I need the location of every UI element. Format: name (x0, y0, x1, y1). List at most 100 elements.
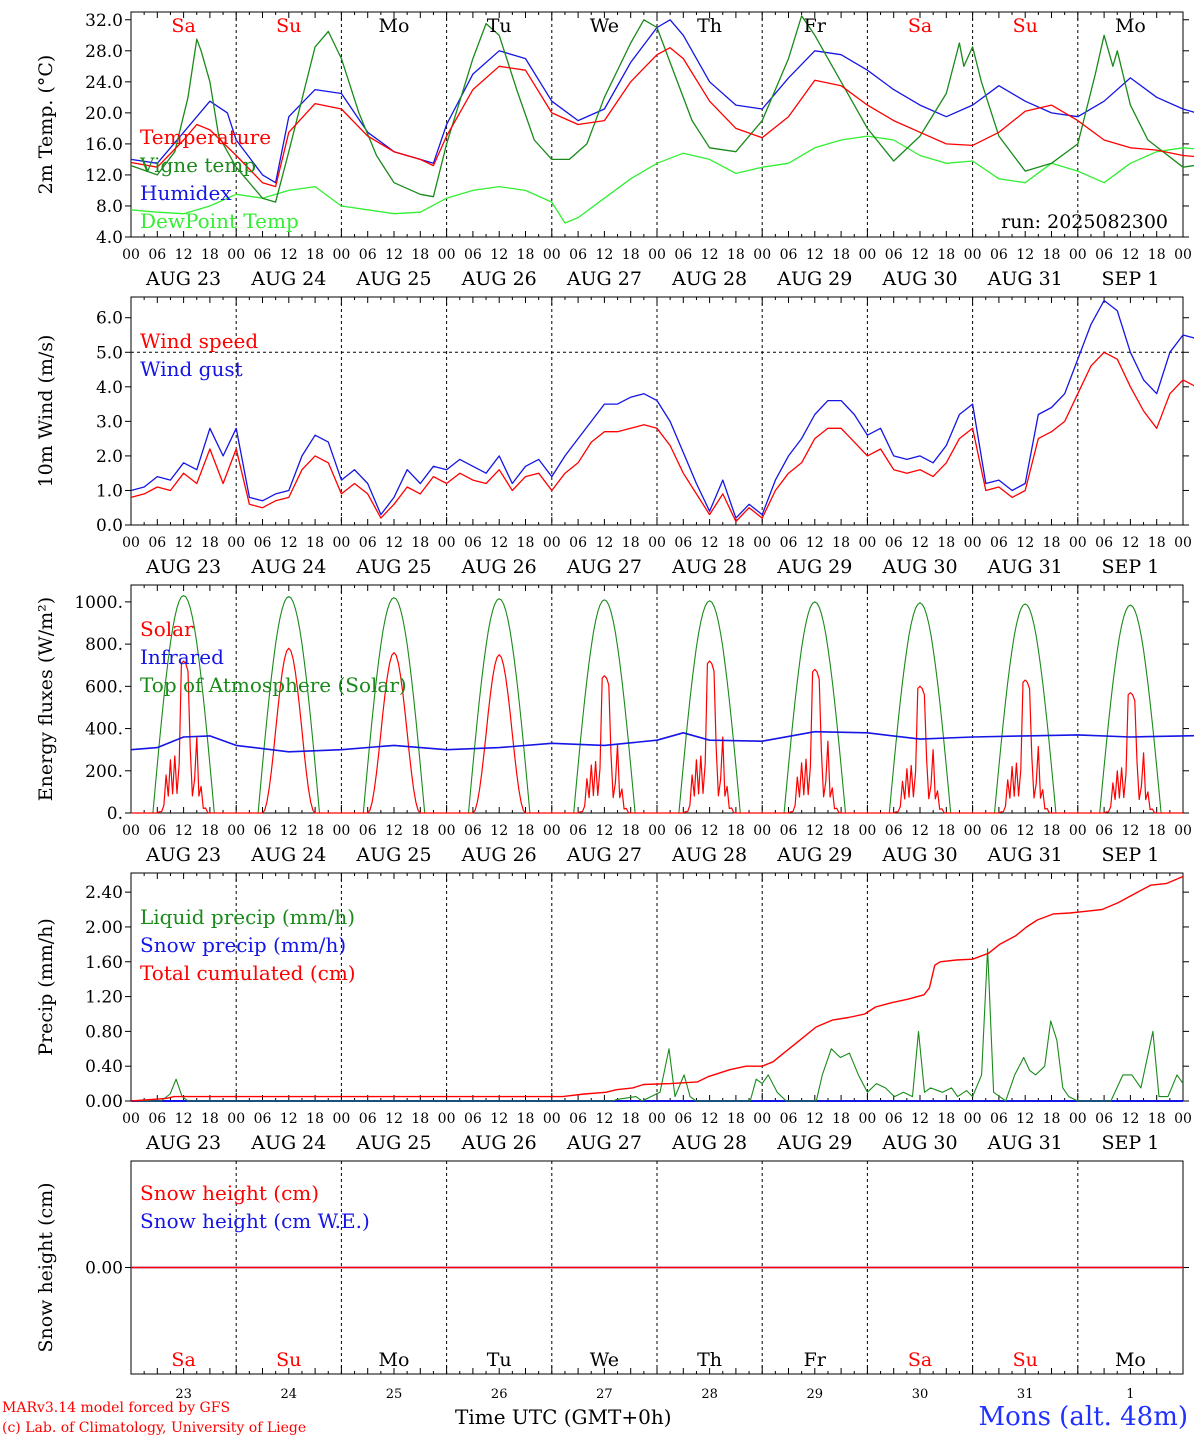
hour-tick-label: 00 (438, 535, 456, 551)
y-tick-label: 5.0 (96, 343, 123, 363)
hour-tick-label: 06 (464, 1111, 482, 1127)
hour-tick-label: 06 (990, 1111, 1008, 1127)
hour-tick-label: 18 (622, 1111, 640, 1127)
hour-tick-label: 06 (569, 247, 587, 263)
hour-tick-label: 18 (727, 535, 745, 551)
toa-solar-curve (236, 596, 342, 814)
hour-tick-label: 18 (832, 535, 850, 551)
date-label: AUG 28 (671, 556, 747, 578)
y-tick-label: 1000. (74, 593, 123, 613)
day-number-label: 23 (175, 1387, 192, 1402)
y-axis-label: 10m Wind (m/s) (35, 335, 57, 488)
hour-tick-label: 12 (385, 823, 403, 839)
liquid-precip-line (131, 948, 1184, 1102)
date-label: SEP 1 (1101, 556, 1159, 578)
hour-tick-label: 00 (858, 823, 876, 839)
y-tick-label: 1.60 (85, 953, 123, 973)
hour-tick-label: 12 (280, 823, 298, 839)
date-label: AUG 23 (145, 844, 221, 866)
hour-tick-label: 00 (122, 535, 140, 551)
day-number-label: 1 (1126, 1387, 1134, 1402)
hour-tick-label: 00 (964, 1111, 982, 1127)
day-number-label: 27 (596, 1387, 613, 1402)
hour-tick-label: 12 (1016, 1111, 1034, 1127)
hour-tick-label: 00 (438, 247, 456, 263)
weekday-label: Fr (804, 1349, 827, 1371)
toa-solar-curve (341, 597, 447, 814)
hour-tick-label: 06 (148, 247, 166, 263)
date-label: AUG 25 (355, 556, 431, 578)
legend-humidex: Humidex (140, 181, 232, 205)
date-label: AUG 29 (776, 1132, 852, 1154)
weekday-label: Tu (487, 1349, 512, 1371)
y-axis-label: Energy fluxes (W/m²) (35, 597, 57, 801)
hour-tick-label: 06 (359, 823, 377, 839)
date-label: AUG 29 (776, 556, 852, 578)
hour-tick-label: 00 (753, 247, 771, 263)
day-number-label: 25 (386, 1387, 403, 1402)
series-line (130, 15, 1194, 203)
hour-tick-label: 00 (648, 535, 666, 551)
hour-tick-label: 18 (727, 247, 745, 263)
y-tick-label: 12.0 (85, 166, 123, 186)
surface-solar-curve (867, 685, 973, 814)
hour-tick-label: 18 (1148, 247, 1166, 263)
hour-tick-label: 18 (306, 1111, 324, 1127)
hour-tick-label: 18 (1043, 1111, 1061, 1127)
toa-solar-curve (1077, 604, 1183, 814)
hour-tick-label: 00 (964, 823, 982, 839)
surface-solar-curve (1077, 692, 1183, 814)
date-label: AUG 25 (355, 1132, 431, 1154)
y-tick-label: 32.0 (85, 11, 123, 31)
date-label: AUG 26 (461, 1132, 537, 1154)
date-label: AUG 26 (461, 556, 537, 578)
hour-tick-label: 06 (148, 823, 166, 839)
legend-wind-gust: Wind gust (140, 357, 243, 381)
hour-tick-label: 00 (227, 247, 245, 263)
hour-tick-label: 12 (175, 535, 193, 551)
y-tick-label: 800. (85, 635, 123, 655)
hour-tick-label: 18 (411, 1111, 429, 1127)
y-tick-label: 28.0 (85, 42, 123, 62)
weekday-label: We (590, 15, 619, 37)
y-tick-label: 1.20 (85, 988, 123, 1008)
weekday-label: Sa (171, 1349, 195, 1371)
hour-tick-label: 12 (280, 535, 298, 551)
date-label: AUG 28 (671, 1132, 747, 1154)
weekday-label: Mo (1115, 1349, 1146, 1371)
legend-top-of-atmosphere-solar-: Top of Atmosphere (Solar) (140, 673, 407, 697)
hour-tick-label: 00 (332, 535, 350, 551)
date-label: AUG 27 (566, 268, 642, 290)
time-axis-label: Time UTC (GMT+0h) (455, 1405, 672, 1429)
day-number-label: 30 (912, 1387, 929, 1402)
weekday-label: Sa (908, 15, 932, 37)
date-label: AUG 31 (987, 556, 1063, 578)
weekday-label: Fr (804, 15, 827, 37)
panel-0-frame (130, 11, 1184, 238)
hour-tick-label: 00 (1069, 247, 1087, 263)
weekday-label: Tu (487, 15, 512, 37)
weekday-label: Su (276, 1349, 301, 1371)
hour-tick-label: 18 (1148, 1111, 1166, 1127)
y-tick-label: 16.0 (85, 135, 123, 155)
hour-tick-label: 00 (227, 535, 245, 551)
hour-tick-label: 00 (648, 1111, 666, 1127)
hour-tick-label: 06 (464, 247, 482, 263)
hour-tick-label: 00 (1069, 1111, 1087, 1127)
date-label: AUG 23 (145, 1132, 221, 1154)
surface-solar-curve (657, 660, 763, 814)
hour-tick-label: 06 (1095, 535, 1113, 551)
legend-liquid-precip-mm-h-: Liquid precip (mm/h) (140, 905, 355, 929)
hour-tick-label: 06 (674, 1111, 692, 1127)
run-label: run: 2025082300 (1001, 211, 1168, 233)
hour-tick-label: 06 (254, 535, 272, 551)
y-tick-label: 4.0 (96, 378, 123, 398)
y-tick-label: 3.0 (96, 412, 123, 432)
hour-tick-label: 06 (674, 535, 692, 551)
hour-tick-label: 06 (885, 1111, 903, 1127)
weekday-label: We (590, 1349, 619, 1371)
hour-tick-label: 12 (911, 1111, 929, 1127)
hour-tick-label: 06 (1095, 1111, 1113, 1127)
hour-tick-label: 18 (201, 535, 219, 551)
date-label: AUG 25 (355, 844, 431, 866)
